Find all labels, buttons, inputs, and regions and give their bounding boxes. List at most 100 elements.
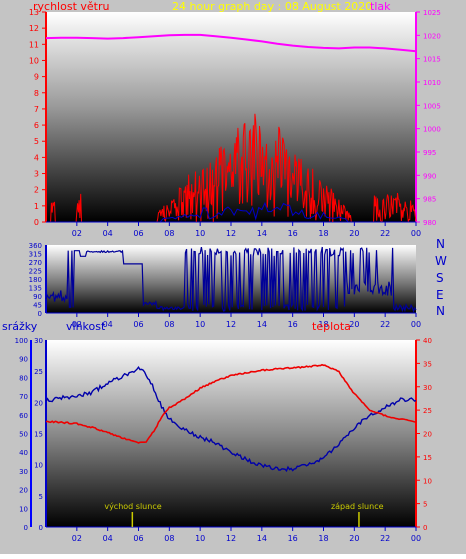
- direction-tick-label: 360: [29, 242, 42, 250]
- bottom-x-tick-label: 06: [133, 534, 143, 543]
- temperature-axis-title: teplota: [312, 320, 351, 333]
- middle-x-tick-label: 12: [226, 320, 236, 329]
- temperature-tick-label: 5: [423, 501, 427, 509]
- middle-x-tick-label: 00: [411, 320, 421, 329]
- humidity-tick-label: 10: [34, 462, 43, 470]
- direction-tick-label: 0: [38, 310, 42, 318]
- humidity-tick-label: 25: [34, 368, 43, 376]
- rain-tick-label: 40: [19, 449, 28, 457]
- compass-label-e: E: [436, 288, 444, 302]
- temperature-tick-label: 40: [423, 337, 432, 345]
- rain-tick-label: 10: [19, 505, 28, 513]
- sunset-label: západ slunce: [331, 502, 384, 511]
- rain-axis-title: srážky: [2, 320, 38, 333]
- pressure-tick-label: 1025: [423, 9, 441, 17]
- pressure-axis-title: tlak: [370, 0, 391, 13]
- wind-speed-tick-label: 8: [34, 89, 39, 98]
- middle-x-tick-label: 22: [380, 320, 390, 329]
- rain-tick-label: 50: [19, 431, 28, 439]
- top-x-tick-label: 20: [349, 229, 359, 238]
- temperature-tick-label: 15: [423, 454, 432, 462]
- middle-x-tick-label: 14: [257, 320, 267, 329]
- wind-speed-axis-title: rychlost větru: [33, 0, 109, 13]
- middle-x-tick-label: 10: [195, 320, 205, 329]
- compass-label-s: S: [436, 271, 444, 285]
- bottom-x-tick-label: 04: [103, 534, 113, 543]
- top-x-tick-label: 18: [318, 229, 328, 238]
- top-x-tick-label: 16: [288, 229, 298, 238]
- bottom-x-tick-label: 00: [411, 534, 421, 543]
- top-x-tick-label: 22: [380, 229, 390, 238]
- wind-speed-tick-label: 0: [34, 218, 39, 227]
- wind-speed-tick-label: 12: [29, 24, 39, 33]
- wind-pressure-plot-area: [46, 12, 416, 222]
- wind-speed-tick-label: 5: [34, 137, 39, 146]
- direction-tick-label: 135: [29, 285, 42, 293]
- humidity-axis-title: vlhkost: [66, 320, 106, 333]
- top-x-tick-label: 12: [226, 229, 236, 238]
- sunrise-label: východ slunce: [104, 502, 161, 511]
- direction-tick-label: 45: [33, 302, 42, 310]
- bottom-x-tick-label: 10: [195, 534, 205, 543]
- top-x-tick-label: 06: [133, 229, 143, 238]
- temperature-tick-label: 30: [423, 384, 432, 392]
- pressure-tick-label: 985: [423, 196, 436, 204]
- top-x-tick-label: 10: [195, 229, 205, 238]
- bottom-x-tick-label: 22: [380, 534, 390, 543]
- bottom-x-tick-label: 18: [318, 534, 328, 543]
- top-x-tick-label: 14: [257, 229, 267, 238]
- middle-x-tick-label: 08: [164, 320, 174, 329]
- humidity-tick-label: 5: [39, 493, 43, 501]
- top-x-tick-label: 08: [164, 229, 174, 238]
- pressure-tick-label: 990: [423, 172, 436, 180]
- compass-label-w: W: [435, 254, 447, 268]
- wind-speed-tick-label: 10: [29, 56, 39, 65]
- rain-tick-label: 30: [19, 468, 28, 476]
- bottom-x-tick-label: 14: [257, 534, 267, 543]
- wind-speed-tick-label: 13: [29, 8, 39, 17]
- direction-tick-label: 180: [29, 276, 42, 284]
- temperature-tick-label: 20: [423, 431, 432, 439]
- wind-speed-tick-label: 9: [34, 73, 39, 82]
- bottom-x-tick-label: 08: [164, 534, 174, 543]
- direction-tick-label: 270: [29, 259, 42, 267]
- temperature-tick-label: 0: [423, 524, 427, 532]
- bottom-x-tick-label: 02: [72, 534, 82, 543]
- wind-speed-tick-label: 7: [34, 105, 39, 114]
- humidity-tick-label: 15: [34, 431, 43, 439]
- direction-tick-label: 225: [29, 268, 42, 276]
- rain-tick-label: 20: [19, 487, 28, 495]
- pressure-tick-label: 995: [423, 149, 436, 157]
- rain-tick-label: 70: [19, 393, 28, 401]
- wind-speed-tick-label: 4: [34, 153, 39, 162]
- rain-tick-label: 100: [15, 337, 28, 345]
- compass-label-n-bottom: N: [436, 304, 445, 318]
- wind-speed-tick-label: 6: [34, 121, 39, 130]
- humidity-temperature-plot-area: [46, 340, 416, 527]
- humidity-tick-label: 20: [34, 399, 43, 407]
- middle-x-tick-label: 06: [133, 320, 143, 329]
- rain-tick-label: 80: [19, 374, 28, 382]
- wind-speed-tick-label: 3: [34, 170, 39, 179]
- rain-tick-label: 60: [19, 412, 28, 420]
- chart-title: 24 hour graph day : 08 August 2020: [172, 0, 372, 13]
- wind-speed-tick-label: 2: [34, 186, 39, 195]
- direction-tick-label: 315: [29, 251, 42, 259]
- pressure-tick-label: 1010: [423, 79, 441, 87]
- bottom-x-tick-label: 20: [349, 534, 359, 543]
- direction-tick-label: 90: [33, 293, 42, 301]
- rain-tick-label: 90: [19, 356, 28, 364]
- middle-x-tick-label: 16: [288, 320, 298, 329]
- pressure-tick-label: 980: [423, 219, 436, 227]
- pressure-tick-label: 1005: [423, 102, 441, 110]
- bottom-x-tick-label: 12: [226, 534, 236, 543]
- top-x-tick-label: 02: [72, 229, 82, 238]
- humidity-tick-label: 0: [39, 524, 43, 532]
- top-x-tick-label: 00: [411, 229, 421, 238]
- temperature-tick-label: 35: [423, 360, 432, 368]
- humidity-tick-label: 30: [34, 337, 43, 345]
- top-x-tick-label: 04: [103, 229, 113, 238]
- wind-speed-tick-label: 11: [29, 40, 39, 49]
